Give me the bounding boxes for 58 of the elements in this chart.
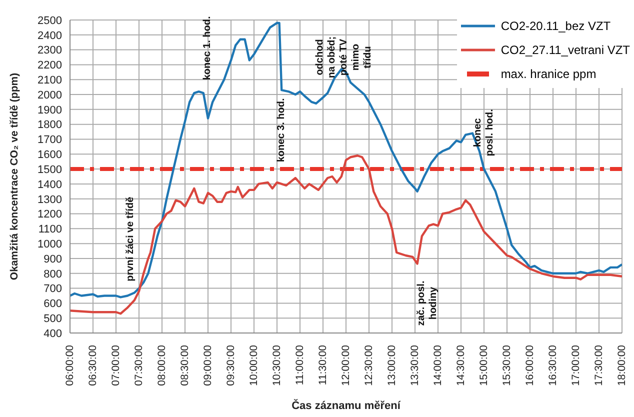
y-tick-label: 1600 <box>38 149 62 162</box>
y-tick-label: 1700 <box>38 134 62 146</box>
y-tick-label: 1400 <box>38 178 62 191</box>
x-axis-title: Čas záznamu měření <box>292 399 402 412</box>
legend-label: max. hranice ppm <box>500 67 596 81</box>
x-tick-label: 06:00:00 <box>64 344 76 386</box>
y-tick-label: 1800 <box>38 119 62 132</box>
x-tick-label: 16:00:00 <box>524 344 536 386</box>
x-tick-label: 12:30:00 <box>363 344 375 386</box>
x-tick-label: 17:30:00 <box>593 344 605 386</box>
y-tick-label: 2000 <box>38 89 62 102</box>
x-tick-label: 18:00:00 <box>616 344 628 386</box>
y-tick-label: 1500 <box>38 164 62 176</box>
x-tick-label: 07:30:00 <box>133 344 145 386</box>
legend-label: CO2-20.11_bez VZT <box>500 19 611 33</box>
x-tick-label: 17:00:00 <box>570 344 582 386</box>
y-tick-label: 2100 <box>38 74 62 87</box>
x-tick-label: 08:00:00 <box>156 344 168 386</box>
x-tick-label: 12:00:00 <box>340 344 352 386</box>
legend-label: CO2_27.11_vetrani VZT <box>500 43 630 57</box>
x-tick-label: 10:00:00 <box>248 344 260 386</box>
y-tick-label: 400 <box>44 328 62 340</box>
x-tick-label: 16:30:00 <box>547 344 559 386</box>
y-tick-label: 2300 <box>38 44 62 57</box>
y-axis-title: Okamžitá koncentrace CO₂ ve třídě (ppm) <box>8 72 21 280</box>
y-tick-label: 1100 <box>38 224 62 236</box>
y-tick-label: 700 <box>44 283 62 296</box>
y-tick-label: 2200 <box>38 60 62 72</box>
x-tick-label: 14:30:00 <box>455 344 467 386</box>
annotation: konec 3. hod. <box>276 98 287 162</box>
annotation: první žáci ve třídě <box>125 196 136 282</box>
annotation: konec 1. hod. <box>202 16 213 80</box>
x-tick-label: 13:00:00 <box>386 344 398 386</box>
y-tick-label: 1000 <box>38 238 62 250</box>
x-tick-label: 15:00:00 <box>478 344 490 386</box>
annotation: zač. posl. hodiny <box>416 280 440 326</box>
y-tick-label: 500 <box>44 313 62 325</box>
annotation: konec posl. hod. <box>472 108 496 156</box>
x-tick-label: 09:30:00 <box>225 344 237 386</box>
y-tick-label: 800 <box>44 268 62 280</box>
y-tick-label: 2500 <box>38 14 62 27</box>
x-tick-label: 15:30:00 <box>501 344 513 386</box>
y-tick-label: 1200 <box>38 208 62 221</box>
annotation: odchod na oběd; poté TV mimo třídu <box>314 36 374 78</box>
y-tick-label: 1300 <box>38 194 62 206</box>
x-tick-label: 06:30:00 <box>87 344 99 386</box>
x-tick-label: 09:00:00 <box>202 344 214 386</box>
x-tick-label: 14:00:00 <box>432 344 444 386</box>
y-tick-label: 600 <box>44 298 62 310</box>
x-tick-label: 13:30:00 <box>409 344 421 386</box>
y-tick-label: 1900 <box>38 104 62 116</box>
x-tick-label: 08:30:00 <box>179 344 191 386</box>
x-tick-label: 11:30:00 <box>317 344 329 386</box>
x-tick-label: 11:00:00 <box>294 344 306 386</box>
x-tick-label: 07:00:00 <box>110 344 122 386</box>
x-tick-label: 10:30:00 <box>271 344 283 386</box>
y-tick-label: 2400 <box>38 30 62 42</box>
y-tick-label: 900 <box>44 253 62 266</box>
